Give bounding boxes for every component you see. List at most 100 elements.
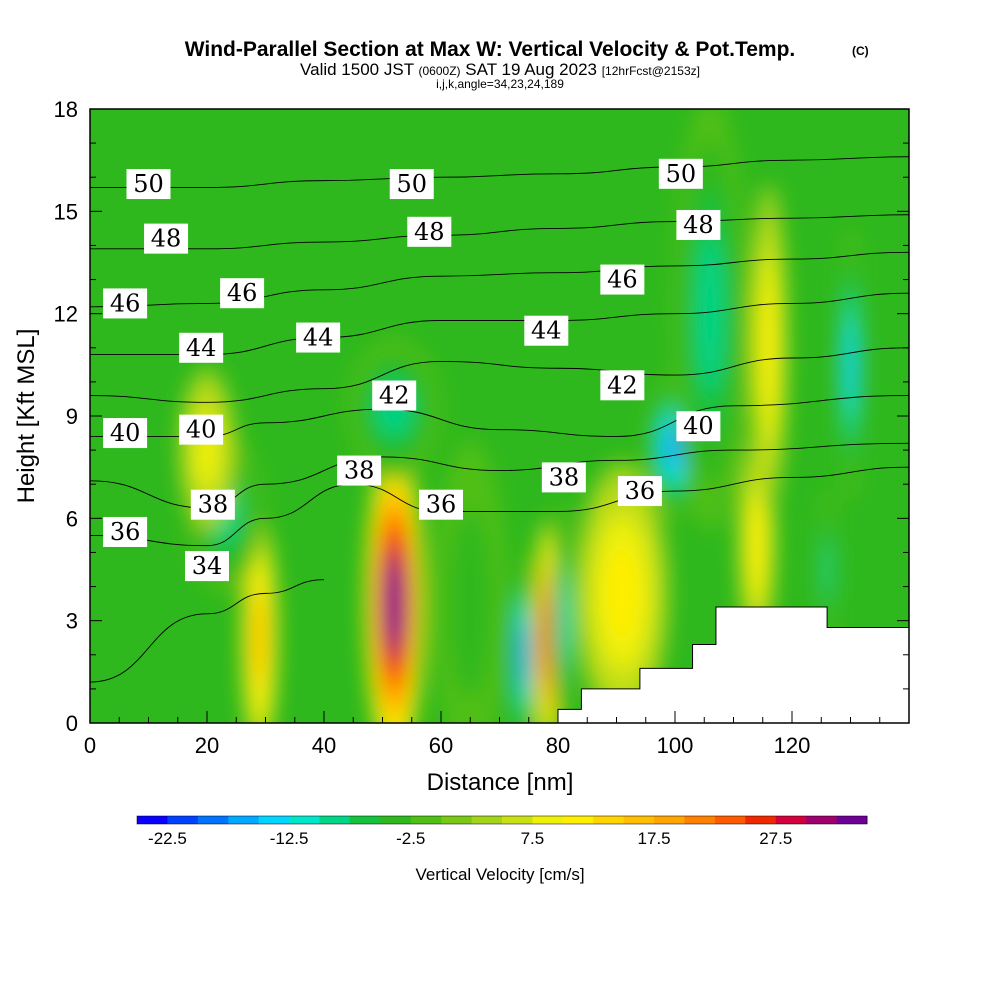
- contour-label-text: 38: [344, 457, 375, 485]
- contour-label-36: 36: [103, 516, 148, 547]
- subtitle-forecast: [12hrFcst@2153z]: [602, 64, 700, 78]
- subtitle-date: SAT 19 Aug 2023: [465, 60, 597, 79]
- contour-label-36: 36: [419, 489, 463, 520]
- copyright-mark: (C): [852, 44, 869, 58]
- contour-label-box: [185, 551, 229, 582]
- contour-label-46: 46: [220, 278, 265, 309]
- contour-label-42: 42: [600, 370, 645, 401]
- contour-label-box: [103, 288, 148, 319]
- velocity-cell: [448, 509, 492, 698]
- velocity-field: [178, 109, 865, 723]
- contour-label-text: 48: [151, 225, 182, 253]
- x-tick-label: 60: [429, 733, 453, 758]
- colorbar-swatch: [684, 816, 716, 824]
- colorbar-swatch: [745, 816, 777, 824]
- colorbar-swatch: [137, 816, 168, 824]
- velocity-cell: [750, 502, 764, 582]
- contour-label-box: [337, 455, 382, 486]
- contour-label-46: 46: [600, 264, 645, 295]
- contour-label-50: 50: [658, 158, 703, 189]
- x-axis-label: Distance [nm]: [427, 769, 574, 796]
- y-tick-label: 12: [54, 302, 78, 327]
- colorbar-swatch: [836, 816, 868, 824]
- contour-label-box: [296, 322, 341, 353]
- velocity-cell: [254, 602, 266, 673]
- x-tick-label: 40: [312, 733, 336, 758]
- colorbar-swatch: [471, 816, 503, 824]
- contour-label-38: 38: [541, 462, 586, 493]
- contour-label-38: 38: [190, 489, 235, 520]
- y-tick-label: 15: [54, 199, 78, 224]
- y-tick-label: 6: [66, 506, 78, 531]
- contour-label-text: 36: [426, 491, 457, 519]
- colorbar-swatch: [806, 816, 838, 824]
- contour-label-48: 48: [144, 223, 189, 254]
- contour-label-text: 42: [379, 382, 410, 410]
- velocity-cell: [605, 545, 640, 641]
- colorbar-swatch: [441, 816, 473, 824]
- plot-area: 50 50 50 48 48 48 46 46 46 44 44 44 42 42 40 40 40 38 38 38…: [90, 109, 909, 723]
- contour-label-box: [179, 332, 224, 363]
- contour-label-44: 44: [179, 332, 224, 363]
- contour-label-38: 38: [337, 455, 382, 486]
- colorbar-label: Vertical Velocity [cm/s]: [415, 865, 584, 884]
- x-axis: 0 20 40 60 80 100 120: [84, 711, 881, 758]
- y-tick-label: 9: [66, 404, 78, 429]
- velocity-cell: [823, 539, 832, 600]
- colorbar-swatch: [654, 816, 685, 824]
- contour-label-text: 44: [303, 324, 334, 352]
- contour-label-48: 48: [407, 216, 452, 247]
- y-tick-label: 0: [66, 711, 78, 736]
- contour-label-text: 36: [625, 477, 656, 505]
- contour-label-text: 40: [110, 419, 141, 447]
- x-tick-label: 80: [546, 733, 570, 758]
- colorbar-swatch: [349, 816, 381, 824]
- contour-label-48: 48: [676, 209, 721, 240]
- velocity-cell: [543, 609, 550, 666]
- contour-label-text: 36: [110, 518, 141, 546]
- velocity-cell: [846, 325, 855, 405]
- theta-contour-44: [90, 292, 909, 356]
- x-tick-label: 100: [657, 733, 694, 758]
- colorbar-tick-label: 27.5: [759, 829, 792, 848]
- colorbar-swatch: [502, 816, 533, 824]
- contour-label-text: 38: [549, 463, 580, 491]
- colorbar-tick-label: -2.5: [396, 829, 425, 848]
- contour-label-box: [372, 380, 417, 411]
- contour-label-box: [676, 411, 721, 442]
- velocity-cell: [696, 234, 724, 393]
- theta-contour-40: [90, 395, 909, 437]
- chart-subtitle: Valid 1500 JST (0600Z) SAT 19 Aug 2023 […: [300, 60, 700, 79]
- contour-label-40: 40: [103, 418, 148, 449]
- contour-label-box: [617, 476, 662, 507]
- y-tick-label: 3: [66, 609, 78, 634]
- contour-label-box: [407, 216, 452, 247]
- colorbar-swatch: [228, 816, 260, 824]
- colorbar-swatch: [714, 816, 746, 824]
- theta-contour-48: [90, 214, 909, 250]
- x-tick-label: 20: [195, 733, 219, 758]
- theta-contours: [90, 156, 909, 683]
- contour-label-box: [419, 489, 463, 520]
- contour-label-box: [524, 315, 569, 346]
- velocity-cell: [387, 569, 401, 639]
- contour-label-box: [126, 169, 171, 200]
- colorbar-swatch: [319, 816, 351, 824]
- contour-label-text: 38: [198, 491, 229, 519]
- contour-label-text: 50: [396, 170, 427, 198]
- colorbar-swatch: [775, 816, 807, 824]
- contour-label-text: 40: [683, 412, 714, 440]
- contour-label-box: [179, 414, 224, 445]
- colorbar-tick-label: -12.5: [270, 829, 309, 848]
- contour-label-text: 42: [607, 371, 638, 399]
- colorbar-tick-label: -22.5: [148, 829, 187, 848]
- colorbar-swatch: [532, 816, 564, 824]
- terrain: [557, 606, 909, 723]
- contour-label-box: [103, 418, 148, 449]
- contour-labels: 50 50 50 48 48 48 46 46 46 44 44 44 42 42 40 40 40 38 38 38…: [103, 158, 721, 582]
- contour-label-text: 48: [683, 211, 714, 239]
- velocity-cell: [519, 629, 526, 680]
- contour-label-text: 48: [414, 218, 445, 246]
- velocity-cell: [559, 582, 568, 660]
